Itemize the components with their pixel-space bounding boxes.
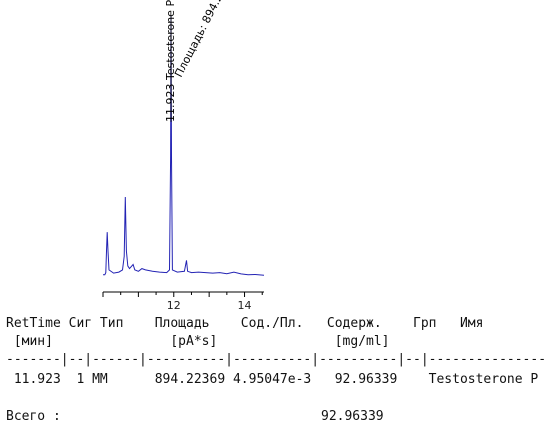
report-header-units: [мин] [pA*s] [mg/ml] xyxy=(6,334,390,349)
series-line xyxy=(103,16,265,276)
peak-name-label: Testosterone P xyxy=(164,0,177,81)
report-row: 11.923 1 MM 894.22369 4.95047e-3 92.9633… xyxy=(6,372,539,387)
total-value: 92.96339 xyxy=(321,409,384,424)
report-header-columns: RetTime Сиг Тип Площадь Сод./Пл. Содерж.… xyxy=(6,316,484,331)
peak-area-label: Площадь: 894.224 xyxy=(172,0,232,79)
chromatogram-trace xyxy=(103,16,265,276)
total-label: Всего : xyxy=(6,409,61,424)
x-axis: 12 14 xyxy=(102,291,264,312)
peak-rt-label: 11.923 xyxy=(164,84,177,123)
x-tick-label: 12 xyxy=(167,299,181,312)
report-separator: -------|--|------|----------|----------|… xyxy=(6,352,547,367)
x-tick-label: 14 xyxy=(238,299,252,312)
